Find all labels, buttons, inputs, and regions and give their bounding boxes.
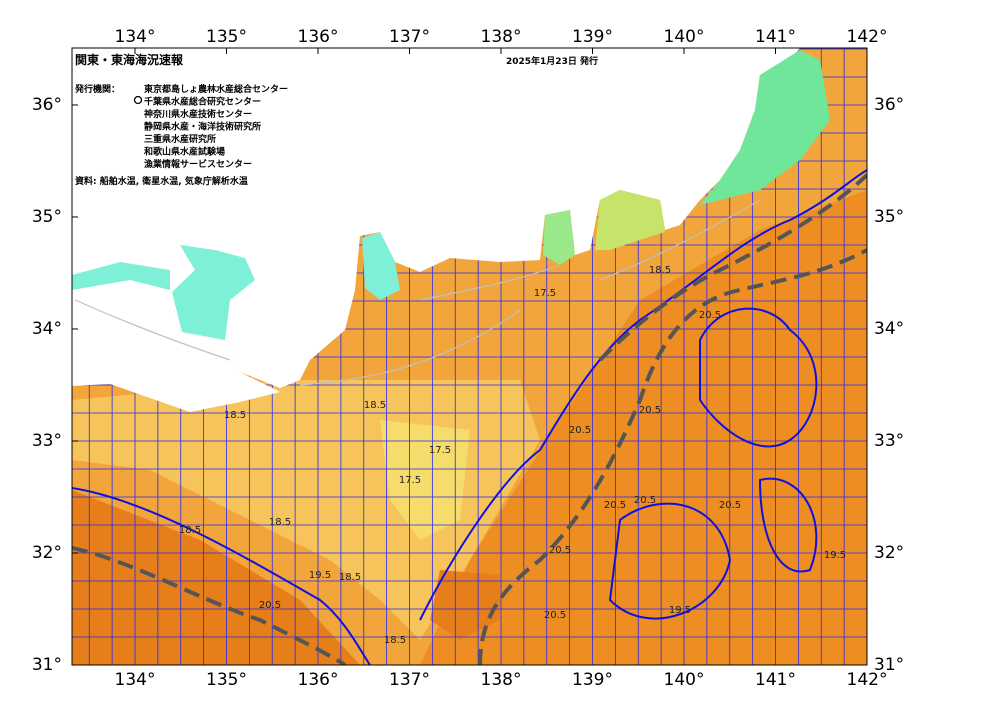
y-tick-label: 34° (874, 319, 904, 339)
bay (172, 245, 255, 340)
contour-line (74, 199, 761, 386)
current-axis (598, 173, 867, 362)
y-tick-label: 34° (32, 319, 62, 339)
y-tick-label: 31° (874, 655, 904, 675)
y-tick-label: 32° (32, 543, 62, 563)
sea-zone (72, 490, 360, 665)
issuer: 千葉県水産総合研究センター (144, 96, 261, 108)
sea-zone (380, 420, 470, 540)
contour-label: 18.5 (384, 635, 406, 646)
y-tick-label: 31° (32, 655, 62, 675)
contour-label: 17.5 (534, 288, 556, 299)
contour-label: 18.5 (269, 517, 291, 528)
bay (72, 262, 170, 290)
issuer: 静岡県水産・海洋技術研究所 (144, 121, 261, 133)
x-tick-label: 142° (847, 27, 888, 47)
x-tick-label: 135° (206, 27, 247, 47)
coastal-water (700, 50, 830, 205)
issuer-marker (133, 95, 143, 105)
y-tick-label: 35° (32, 207, 62, 227)
contour-label: 18.5 (224, 410, 246, 421)
contour-label: 18.5 (179, 525, 201, 536)
contour-label: 20.5 (259, 600, 281, 611)
x-tick-label: 136° (298, 670, 339, 690)
axes: 134° 134° 135° 135° 136° 136° 137° 137° 138° 138°… (32, 27, 904, 690)
contour-label: 17.5 (429, 445, 451, 456)
bay (362, 232, 400, 300)
y-tick-label: 32° (874, 543, 904, 563)
issuer-heading: 発行機関： (74, 83, 120, 95)
x-tick-label: 138° (481, 670, 522, 690)
contour-label: 20.5 (549, 545, 571, 556)
land (72, 48, 800, 388)
y-tick-label: 36° (32, 95, 62, 115)
contour-label: 20.5 (699, 310, 721, 321)
map-area: 17.5 18.5 20.5 20.5 20.5 20.5 20.5 20.5 20.5 20.5… (72, 48, 867, 665)
source: 資料: 船舶水温, 衛星水温, 気象庁解析水温 (75, 175, 248, 187)
x-tick-label: 140° (664, 670, 705, 690)
contour-label: 20.5 (544, 610, 566, 621)
x-tick-label: 139° (572, 670, 613, 690)
bay (595, 190, 665, 250)
contour-label: 20.5 (569, 425, 591, 436)
x-tick-label: 134° (115, 27, 156, 47)
issuer: 和歌山県水産試験場 (143, 146, 225, 158)
contour-label: 18.5 (364, 400, 386, 411)
contour-label: 20.5 (719, 500, 741, 511)
issuer-list: 東京都島しょ農林水産総合センター千葉県水産総合研究センター神奈川県水産技術センタ… (143, 83, 288, 170)
current-axis (478, 248, 867, 665)
x-tick-label: 134° (115, 670, 156, 690)
issuer: 三重県水産研究所 (144, 133, 216, 145)
contour-label: 20.5 (639, 405, 661, 416)
x-tick-label: 140° (664, 27, 705, 47)
contour-label: 18.5 (339, 572, 361, 583)
current-axis (72, 546, 347, 665)
x-tick-label: 137° (389, 670, 430, 690)
y-tick-label: 36° (874, 95, 904, 115)
y-tick-label: 33° (874, 431, 904, 451)
issuer: 神奈川県水産技術センター (144, 108, 252, 120)
contour-labels: 17.5 18.5 20.5 20.5 20.5 20.5 20.5 20.5 20.5 20.5… (179, 265, 846, 646)
x-tick-label: 136° (298, 27, 339, 47)
contour-label: 20.5 (634, 495, 656, 506)
title: 関東・東海海況速報 (75, 52, 184, 67)
x-tick-label: 139° (572, 27, 613, 47)
contour-label: 19.5 (824, 550, 846, 561)
sea-zone (430, 570, 500, 640)
contour-label: 18.5 (649, 265, 671, 276)
contour-line (419, 169, 867, 621)
contour-label: 19.5 (309, 570, 331, 581)
x-tick-label: 141° (755, 27, 796, 47)
x-tick-label: 138° (481, 27, 522, 47)
contour-label: 20.5 (604, 500, 626, 511)
issuer: 東京都島しょ農林水産総合センター (144, 83, 288, 95)
contour-line (72, 487, 371, 665)
x-tick-label: 135° (206, 670, 247, 690)
contour-label: 17.5 (399, 475, 421, 486)
issuer: 漁業情報サービスセンター (144, 158, 252, 170)
x-tick-label: 137° (389, 27, 430, 47)
y-tick-label: 33° (32, 431, 62, 451)
frame (71, 47, 868, 666)
date: 2025年1月23日 発行 (506, 55, 598, 67)
contour-label: 19.5 (669, 605, 691, 616)
contour-line (608, 307, 818, 620)
y-tick-label: 35° (874, 207, 904, 227)
land (72, 268, 280, 412)
bay (543, 210, 575, 265)
x-tick-label: 142° (847, 670, 888, 690)
x-tick-label: 141° (755, 670, 796, 690)
